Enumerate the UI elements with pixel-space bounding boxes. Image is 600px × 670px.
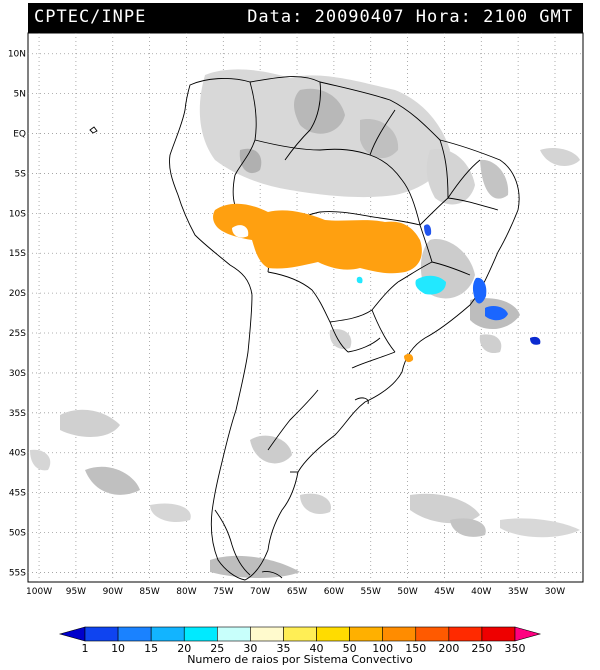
legend-swatch [316,626,350,642]
legend-swatch [58,626,86,642]
legend-swatch [217,626,251,642]
legend-tick-label: 15 [144,642,158,655]
legend-tick-label: 10 [111,642,125,655]
lat-tick-label: 55S [9,568,26,578]
system-minas-gerais [415,275,446,295]
lon-tick-label: 30W [545,587,565,597]
grid-lines [28,33,583,582]
lon-tick-label: 80W [176,587,196,597]
lon-tick-label: 95W [66,587,86,597]
lat-tick-label: 5S [15,169,27,179]
legend-tick-label: 35 [276,642,290,655]
lon-tick-label: 55W [361,587,381,597]
lat-tick-label: EQ [13,130,26,140]
lat-tick-label: 25S [9,329,26,339]
lon-tick-label: 50W [397,587,417,597]
legend-swatch [514,626,542,642]
legend-swatch [349,626,383,642]
lon-tick-label: 75W [213,587,233,597]
legend-swatch [183,626,218,642]
legend-title: Numero de raios por Sistema Convectivo [187,653,413,666]
legend-tick-label: 20 [177,642,191,655]
lon-tick-label: 35W [508,587,528,597]
lon-tick-label: 85W [139,587,159,597]
lat-tick-label: 5N [14,90,26,100]
convective-systems [213,203,541,363]
map-header: CPTEC/INPE Data: 20090407 Hora: 2100 GMT [28,3,583,33]
lon-tick-label: 65W [287,587,307,597]
lat-tick-label: 20S [9,289,26,299]
legend-tick-label: 350 [505,642,526,655]
legend-swatch [481,626,516,642]
system-tocantins [424,224,432,236]
source-label: CPTEC/INPE [34,7,147,27]
lon-tick-label: 90W [103,587,123,597]
lat-tick-label: 35S [9,409,26,419]
lon-tick-label: 70W [250,587,270,597]
lon-tick-label: 45W [434,587,454,597]
legend-tick-label: 30 [243,642,257,655]
legend-swatch [415,626,450,642]
longitude-tick-labels: 100W 95W 90W 85W 80W 75W 70W 65W 60W 55W 50W 45W 40W… [26,587,565,597]
legend-swatch [150,626,185,642]
system-bahia-coast [472,277,487,304]
lon-tick-label: 60W [324,587,344,597]
lat-tick-label: 45S [9,489,26,499]
lon-tick-label: 40W [471,587,491,597]
legend-swatch [117,626,152,642]
lat-tick-label: 10N [8,50,26,60]
system-south-atlantic [530,336,541,345]
lat-tick-label: 50S [9,529,26,539]
legend-swatch [448,626,483,642]
legend-tick-label: 40 [310,642,324,655]
latitude-tick-labels: 10N 5N EQ 5S 10S 15S 20S 25S 30S 35S 40S 45S 50S 55S [8,50,26,579]
legend-tick-label: 100 [372,642,393,655]
system-bolivia-mato-grosso [213,203,422,274]
legend-tick-label: 25 [210,642,224,655]
legend-tick-label: 150 [405,642,426,655]
legend-colorbar: 1 10 15 20 25 30 35 40 50 100 150 200 250 350 [58,626,542,655]
cloud-cover [30,69,580,578]
legend-tick-label: 1 [82,642,89,655]
lat-tick-label: 30S [9,369,26,379]
legend-swatch [382,626,417,642]
lat-tick-label: 10S [9,209,26,219]
legend-tick-label: 50 [343,642,357,655]
lat-tick-label: 40S [9,449,26,459]
datetime-label: Data: 20090407 Hora: 2100 GMT [247,7,573,27]
system-santa-catarina [404,353,414,363]
lat-tick-label: 15S [9,249,26,259]
legend-tick-label: 250 [471,642,492,655]
legend-swatch [283,626,317,642]
coastlines [89,76,520,581]
legend-swatch [84,626,119,642]
legend-tick-label: 200 [438,642,459,655]
legend-swatch [250,626,284,642]
lon-tick-label: 100W [26,587,52,597]
